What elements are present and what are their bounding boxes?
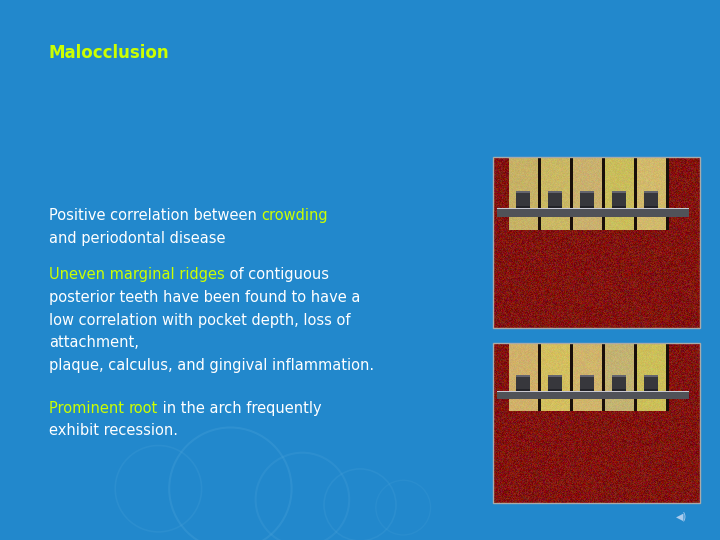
Text: Uneven marginal ridges: Uneven marginal ridges: [49, 267, 225, 282]
Text: root: root: [129, 401, 158, 416]
Text: exhibit recession.: exhibit recession.: [49, 423, 178, 438]
Text: crowding: crowding: [261, 208, 328, 223]
Bar: [493, 157, 700, 328]
Text: low correlation with pocket depth, loss of: low correlation with pocket depth, loss …: [49, 313, 351, 328]
Text: Prominent: Prominent: [49, 401, 129, 416]
Text: Malocclusion: Malocclusion: [49, 44, 170, 62]
Bar: [493, 343, 700, 503]
Text: plaque, calculus, and gingival inflammation.: plaque, calculus, and gingival inflammat…: [49, 358, 374, 373]
Text: ◀): ◀): [676, 511, 688, 521]
Text: in the arch frequently: in the arch frequently: [158, 401, 321, 416]
Text: and periodontal disease: and periodontal disease: [49, 231, 225, 246]
Text: of contiguous: of contiguous: [225, 267, 329, 282]
Text: Positive correlation between: Positive correlation between: [49, 208, 261, 223]
Text: posterior teeth have been found to have a: posterior teeth have been found to have …: [49, 290, 360, 305]
Text: attachment,: attachment,: [49, 335, 139, 350]
